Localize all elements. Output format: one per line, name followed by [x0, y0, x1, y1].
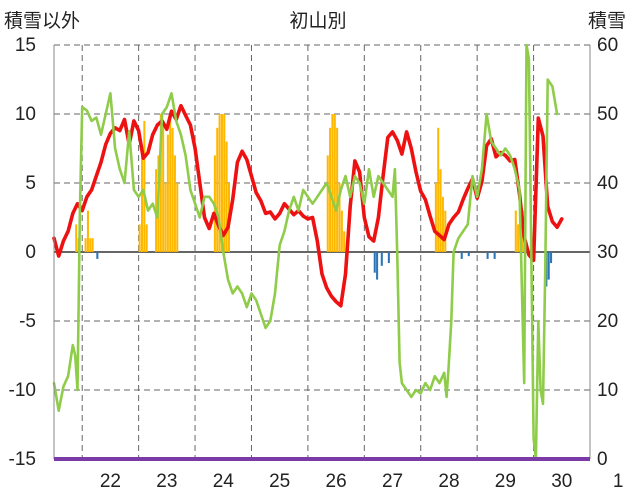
right-tick-label: 10 — [597, 380, 618, 401]
right-tick-label: 20 — [597, 311, 618, 332]
snowfall-bar — [91, 238, 94, 252]
temperature-line — [52, 103, 564, 308]
right-tick-label: 50 — [597, 104, 618, 125]
precip-bar — [96, 252, 99, 259]
snowfall-bar — [326, 155, 329, 252]
left-tick-label: -15 — [9, 449, 36, 470]
right-axis-title: 積雪 — [588, 10, 626, 32]
snowfall-bar — [173, 155, 176, 252]
snowfall-bar — [225, 141, 228, 252]
snowfall-bar — [338, 183, 341, 252]
snowfall-bar — [343, 231, 346, 252]
x-tick-label: 1 — [613, 471, 624, 492]
snowfall-bar — [441, 196, 444, 252]
precip-bar — [486, 252, 489, 259]
snowfall-bar — [434, 183, 437, 252]
snowfall-bar — [138, 224, 141, 252]
snowfall-bar — [176, 183, 179, 252]
snowfall-bar — [514, 210, 517, 252]
snowfall-bar — [336, 127, 339, 252]
chart-title: 初山別 — [289, 10, 346, 32]
snowfall-bar — [86, 210, 89, 252]
snowfall-bar — [84, 238, 87, 252]
snowfall-bar — [331, 114, 334, 252]
snowfall-bar — [143, 120, 146, 253]
snowfall-bar — [517, 224, 520, 252]
snowfall-bar — [220, 114, 223, 252]
x-tick-label: 26 — [326, 471, 347, 492]
left-tick-label: 15 — [15, 35, 36, 56]
x-tick-label: 25 — [269, 471, 290, 492]
precip-bar — [493, 252, 496, 259]
precip-bar — [467, 252, 470, 257]
right-tick-label: 0 — [597, 449, 608, 470]
x-tick-label: 27 — [382, 471, 403, 492]
left-tick-label: -5 — [19, 311, 36, 332]
snow-depth-line — [52, 43, 559, 461]
x-tick-label: 24 — [213, 471, 235, 492]
line-series — [52, 43, 564, 461]
precip-bar — [387, 252, 390, 264]
x-tick-label: 22 — [100, 471, 121, 492]
snowfall-bar — [75, 224, 78, 252]
precip-bar — [380, 252, 383, 266]
precip-bar — [547, 252, 550, 280]
snowfall-bar — [171, 127, 174, 252]
snowfall-bar — [340, 210, 343, 252]
right-tick-label: 30 — [597, 242, 618, 263]
snowfall-bar — [218, 114, 221, 252]
snowfall-bar — [162, 120, 165, 253]
gridlines — [54, 44, 590, 459]
snowfall-bar — [164, 183, 167, 252]
left-tick-label: 10 — [15, 104, 36, 125]
left-tick-label: -10 — [9, 380, 36, 401]
x-tick-label: 29 — [495, 471, 516, 492]
snowfall-bar — [439, 169, 442, 252]
axes: 22 23 24 25 26 27 28 29 30 1151050-5-10-156050403… — [9, 35, 624, 492]
precip-bar — [376, 252, 379, 280]
snowfall-bar — [89, 238, 92, 252]
precip-bar — [550, 252, 553, 264]
snowfall-bar — [159, 114, 162, 252]
snowfall-bar — [223, 114, 226, 252]
right-tick-label: 60 — [597, 35, 618, 56]
right-tick-label: 40 — [597, 173, 618, 194]
x-tick-label: 28 — [438, 471, 459, 492]
snowfall-bar — [216, 127, 219, 252]
snowfall-bar — [333, 114, 336, 252]
left-tick-label: 0 — [25, 242, 36, 263]
left-tick-label: 5 — [25, 173, 36, 194]
snowfall-bar — [166, 134, 169, 252]
snowfall-bar — [145, 224, 148, 252]
x-tick-label: 30 — [551, 471, 572, 492]
x-tick-label: 23 — [156, 471, 177, 492]
snowfall-bar — [169, 114, 172, 252]
snowfall-bar — [140, 155, 144, 252]
precip-bar — [460, 252, 463, 259]
left-axis-title: 積雪以外 — [4, 10, 80, 32]
precip-bar — [373, 252, 376, 273]
snowfall-bar — [437, 127, 440, 252]
